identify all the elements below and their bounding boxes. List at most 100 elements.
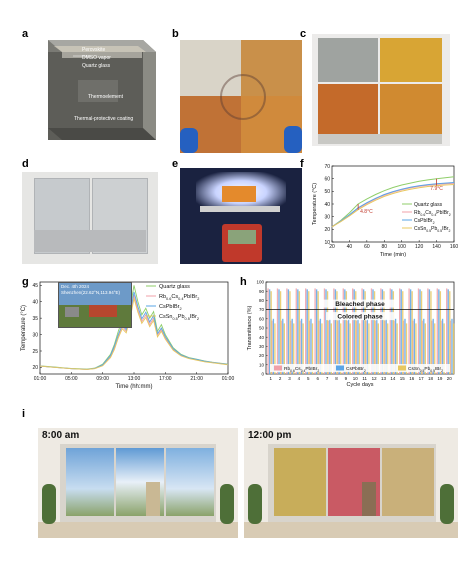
bar-colored	[432, 318, 434, 374]
bar-colored	[366, 318, 369, 374]
y-tick-label: 40	[324, 202, 330, 208]
colored-label-bg	[326, 312, 394, 321]
bar-colored	[310, 318, 312, 374]
bar-colored	[430, 320, 433, 374]
bar-bleached	[392, 291, 395, 374]
bar-colored	[311, 323, 314, 374]
bar-colored	[329, 318, 331, 374]
bar-bleached	[400, 289, 402, 374]
x-tick-label: 01:00	[34, 376, 47, 382]
bar-colored	[368, 323, 370, 374]
bar-bleached	[370, 288, 373, 374]
x-tick-label: 5	[307, 376, 310, 381]
photo-cubes-bleached	[22, 172, 158, 264]
y-tick-label: 60	[259, 316, 265, 321]
bar-colored	[404, 318, 406, 374]
bar-bleached	[278, 289, 280, 374]
y-tick-label: 10	[324, 240, 330, 246]
x-tick-label: 20	[329, 244, 335, 250]
bar-colored	[299, 320, 301, 374]
layer-label-coating: Thermal-protective coating	[74, 116, 134, 122]
y-tick-label: 20	[324, 227, 330, 233]
bar-bleached	[439, 291, 442, 374]
inset-photo-outdoor: Dec. 4th 2024 Shenzhen(22.62°N,113.94°E)	[58, 282, 132, 328]
bar-bleached	[427, 288, 429, 374]
bleached-label-bg	[322, 299, 398, 308]
bar-bleached	[417, 288, 420, 374]
x-tick-label: 18	[428, 376, 434, 381]
y-axis-label: Temperature (°C)	[21, 305, 27, 351]
bar-colored	[358, 323, 361, 374]
bar-colored	[376, 318, 378, 374]
bar-bleached	[325, 289, 327, 374]
bar-bleached	[287, 289, 290, 374]
legend-label: Rb0.6Cs0.4PbIBr2	[159, 294, 199, 301]
label-colored-phase: Colored phase	[337, 313, 383, 320]
bar-colored	[449, 320, 452, 374]
bar-colored	[271, 320, 273, 374]
legend-swatch	[336, 365, 344, 371]
bar-bleached	[389, 288, 391, 374]
bar-bleached	[436, 288, 438, 374]
x-tick-label: 6	[316, 376, 319, 381]
legend-label: Rb0.6Cs0.4PbIBr2	[414, 210, 451, 217]
x-tick-label: 15	[400, 376, 406, 381]
panel-label-c: c	[300, 28, 307, 40]
x-tick-label: 19	[437, 376, 443, 381]
bar-bleached	[383, 291, 385, 374]
bar-colored	[283, 323, 286, 374]
legend-label: Quartz glass	[159, 284, 190, 290]
x-tick-label: 13	[381, 376, 387, 381]
y-tick-label: 35	[32, 316, 38, 322]
bar-bleached	[355, 291, 357, 374]
bar-colored	[272, 318, 275, 374]
bar-bleached	[447, 289, 449, 374]
x-tick-label: 40	[347, 244, 353, 250]
bar-colored	[293, 323, 295, 374]
bar-colored	[394, 318, 397, 374]
x-axis-label: Cycle days	[347, 382, 374, 388]
bar-bleached	[352, 288, 354, 374]
x-axis-label: Time (min)	[380, 252, 406, 258]
bar-colored	[423, 318, 425, 374]
schematic-device	[48, 40, 156, 140]
bar-bleached	[289, 291, 291, 374]
x-tick-label: 160	[450, 244, 459, 250]
panel-a: a Perovskite DMSO vapor Quartz glass The…	[18, 28, 160, 153]
bar-bleached	[402, 291, 404, 374]
y-tick-label: 70	[324, 164, 330, 170]
bar-colored	[336, 320, 339, 374]
panel-b: b	[170, 28, 306, 153]
panel-i: i 8:00 am 12:00 pm	[18, 408, 464, 538]
x-tick-label: 7	[326, 376, 329, 381]
legend-label: CsSn0.5Pb0.5IBr2	[414, 226, 451, 233]
bar-colored	[347, 318, 350, 374]
y-tick-label: 50	[259, 326, 265, 331]
panel-label-a: a	[22, 28, 29, 40]
bar-colored	[377, 323, 380, 374]
x-tick-label: 60	[364, 244, 370, 250]
x-tick-label: 01:00	[222, 376, 235, 382]
bar-bleached	[305, 288, 307, 374]
panel-label-b: b	[172, 28, 179, 40]
inset-location: Shenzhen(22.62°N,113.94°E)	[61, 290, 121, 295]
x-tick-label: 100	[398, 244, 407, 250]
y-tick-label: 40	[32, 300, 38, 306]
x-axis-label: Time (hh:mm)	[115, 384, 152, 390]
x-tick-label: 140	[432, 244, 441, 250]
bar-colored	[357, 318, 359, 374]
bar-bleached	[408, 288, 410, 374]
bar-colored	[289, 320, 292, 374]
bar-bleached	[295, 288, 297, 374]
y-tick-label: 60	[324, 176, 330, 182]
bar-colored	[402, 320, 405, 374]
x-tick-label: 21:00	[190, 376, 203, 382]
x-tick-label: 9	[345, 376, 348, 381]
legend-label: Quartz glass	[414, 202, 443, 208]
bar-bleached	[344, 289, 346, 374]
y-tick-label: 45	[32, 283, 38, 289]
legend-bg	[270, 364, 450, 372]
bar-bleached	[361, 288, 363, 374]
bar-bleached	[419, 289, 421, 374]
